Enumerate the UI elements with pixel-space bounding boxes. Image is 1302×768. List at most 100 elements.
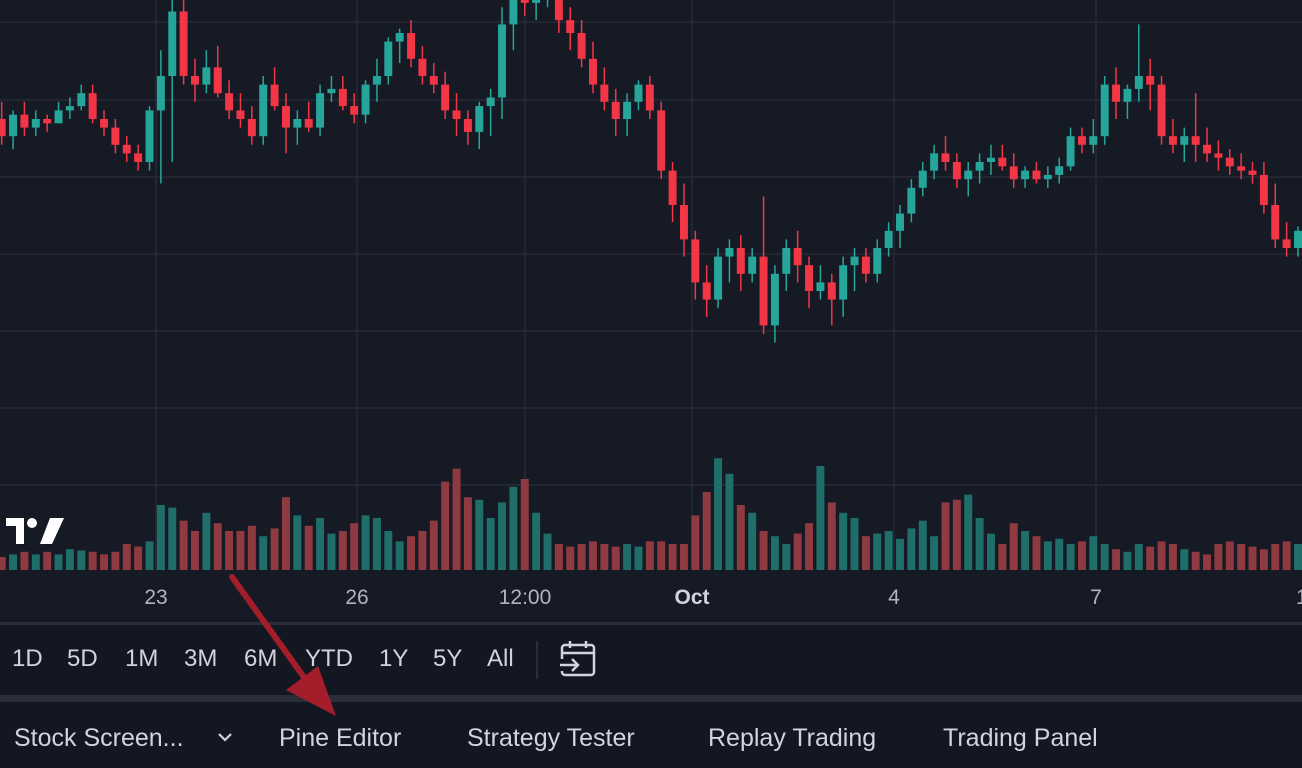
volume-bar [1089,536,1098,570]
volume-bar [361,515,370,570]
volume-bar [452,468,461,570]
volume-bar [554,544,563,570]
candle-body [293,119,302,128]
volume-bar [20,551,29,570]
candle-body [759,256,768,326]
volume-bar [975,518,984,570]
volume-bar [623,544,632,570]
candle-body [986,157,995,162]
candle-body [418,58,427,76]
candlestick-chart[interactable] [0,0,1302,570]
range-3m-button[interactable]: 3M [184,645,218,672]
volume-bar [873,533,882,570]
candle-body [327,88,336,94]
volume-bar [156,505,165,570]
candle-body [225,93,234,111]
price-chart[interactable] [0,0,1302,570]
volume-bar [770,536,779,570]
volume-bar [475,499,484,570]
range-1d-button[interactable]: 1D [12,645,43,672]
x-tick-10: 10 [1296,586,1302,609]
volume-bar [1168,544,1177,570]
candle-body [43,119,52,124]
candle-body [930,153,939,171]
volume-bar [520,479,529,570]
volume-bar [782,544,791,570]
candle-body [0,119,6,137]
volume-bar [1191,551,1200,570]
volume-bar [9,554,18,570]
candle-body [452,110,461,119]
candle-body [611,101,620,119]
candle-body [361,84,370,115]
calendar-goto-icon[interactable] [558,639,598,679]
candle-body [714,256,723,300]
range-6m-button[interactable]: 6M [244,645,278,672]
volume-bar [702,492,711,570]
candle-body [509,0,518,25]
volume-bar [43,551,52,570]
range-all-button[interactable]: All [487,645,514,672]
candle-body [168,11,177,76]
candle-body [668,170,677,205]
volume-bar [634,546,643,570]
volume-bar [213,523,222,570]
candle-body [384,41,393,76]
candle-body [316,93,325,128]
range-1y-button[interactable]: 1Y [379,645,409,672]
range-5y-button[interactable]: 5Y [433,645,463,672]
range-separator [536,641,538,679]
candle-body [952,162,961,180]
candle-body [941,153,950,162]
volume-bar [407,536,416,570]
range-5d-button[interactable]: 5D [67,645,98,672]
volume-bar [918,520,927,570]
tab-trading-panel[interactable]: Trading Panel [943,724,1098,752]
x-tick-26: 26 [345,586,369,609]
volume-bar [1146,546,1155,570]
candle-body [736,248,745,274]
panel-divider[interactable] [0,695,1302,702]
candle-body [1009,166,1018,180]
chevron-down-icon[interactable] [216,730,234,744]
volume-bar [998,544,1007,570]
volume-bar [134,546,143,570]
volume-bar [281,497,290,570]
range-1m-button[interactable]: 1M [125,645,159,672]
candle-body [1043,174,1052,180]
volume-bar [714,458,723,570]
candle-body [1294,230,1302,248]
volume-bar [952,499,961,570]
candle-body [782,248,791,274]
volume-bar [668,544,677,570]
candle-body [850,256,859,266]
volume-bar [884,531,893,570]
range-ytd-button[interactable]: YTD [305,645,353,672]
tab-pine-editor[interactable]: Pine Editor [279,724,402,752]
candle-body [657,110,666,171]
time-axis[interactable]: 23 26 12:00 Oct 4 7 10 [0,570,1302,625]
candle-body [691,239,700,283]
volume-bar [77,550,86,570]
volume-bar [100,554,109,570]
candle-body [554,0,563,21]
volume-bar [225,531,234,570]
x-tick-4: 4 [888,586,900,609]
tab-strategy-tester[interactable]: Strategy Tester [467,724,635,752]
volume-bar [1180,549,1189,570]
candle-body [122,144,131,154]
volume-bar [304,525,313,570]
candle-body [918,170,927,188]
candle-body [191,76,199,85]
candle-body [577,33,586,59]
candle-body [213,67,222,94]
candle-body [805,265,814,291]
x-tick-23: 23 [144,586,168,609]
tab-replay-trading[interactable]: Replay Trading [708,724,877,752]
volume-bar [65,549,74,570]
tab-stock-screener[interactable]: Stock Screen... [14,724,184,752]
candle-body [623,101,632,119]
volume-bar [31,554,40,570]
volume-bar [532,512,541,570]
candle-body [1248,170,1257,175]
